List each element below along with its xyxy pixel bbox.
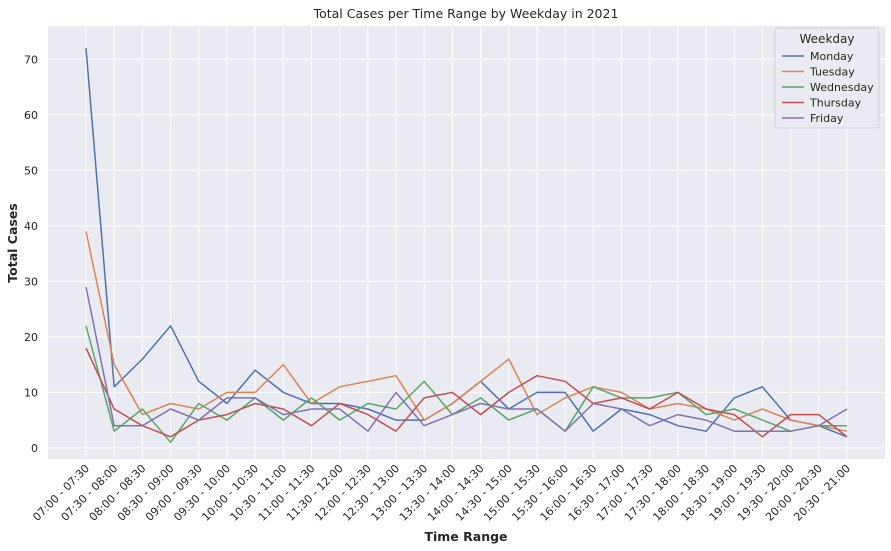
chart-title: Total Cases per Time Range by Weekday in…	[313, 6, 619, 21]
legend-label-wednesday: Wednesday	[810, 81, 874, 94]
y-tick-label: 50	[24, 164, 38, 177]
y-tick-label: 70	[24, 53, 38, 66]
legend: Weekday Monday Tuesday Wednesday Thursday Fr…	[774, 27, 880, 129]
series-lines	[85, 48, 848, 444]
y-tick-labels: 0 10 20 30 40 50 60 70	[24, 53, 38, 455]
grid-lines	[48, 26, 885, 459]
legend-label-tuesday: Tuesday	[809, 66, 855, 79]
y-tick-label: 20	[24, 331, 38, 344]
y-tick-label: 40	[24, 220, 38, 233]
legend-label-monday: Monday	[810, 50, 854, 63]
y-tick-label: 10	[24, 386, 38, 399]
legend-title: Weekday	[800, 32, 855, 46]
legend-label-thursday: Thursday	[809, 97, 862, 110]
series-line-tuesday	[85, 231, 848, 432]
plot-background	[48, 26, 885, 459]
y-axis-label: Total Cases	[5, 203, 20, 282]
series-line-thursday	[85, 347, 848, 438]
y-tick-label: 60	[24, 109, 38, 122]
y-tick-label: 0	[31, 442, 38, 455]
y-tick-label: 30	[24, 275, 38, 288]
series-line-friday	[85, 286, 848, 432]
x-axis-label: Time Range	[424, 529, 507, 544]
legend-label-friday: Friday	[810, 112, 844, 125]
legend-items: Monday Tuesday Wednesday Thursday Friday	[782, 50, 874, 125]
